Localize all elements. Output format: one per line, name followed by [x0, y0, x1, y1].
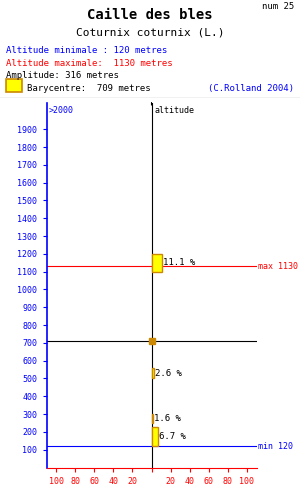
Text: 11.1 %: 11.1 % [163, 258, 196, 267]
Text: Barycentre:  709 metres: Barycentre: 709 metres [27, 84, 151, 93]
Text: Altitude minimale : 120 metres: Altitude minimale : 120 metres [6, 46, 167, 55]
Text: 2.6 %: 2.6 % [155, 368, 182, 378]
Text: max 1130: max 1130 [258, 262, 298, 271]
Text: 6.7 %: 6.7 % [159, 432, 186, 441]
Text: 1.6 %: 1.6 % [154, 414, 181, 423]
Text: Amplitude: 316 metres: Amplitude: 316 metres [6, 71, 119, 80]
Bar [152, 414, 153, 423]
Text: >2000: >2000 [48, 106, 74, 115]
Text: (C.Rolland 2004): (C.Rolland 2004) [208, 84, 294, 93]
Bar [152, 426, 158, 446]
Bar [152, 254, 162, 272]
Text: Caille des bles: Caille des bles [87, 8, 213, 22]
Text: Altitude maximale:  1130 metres: Altitude maximale: 1130 metres [6, 58, 172, 68]
Text: altitude: altitude [154, 106, 194, 115]
Bar [152, 368, 154, 378]
Text: num 25: num 25 [262, 2, 294, 11]
Text: min 120: min 120 [258, 442, 293, 450]
Text: Coturnix coturnix (L.): Coturnix coturnix (L.) [76, 28, 224, 38]
Bar [6, 79, 22, 92]
